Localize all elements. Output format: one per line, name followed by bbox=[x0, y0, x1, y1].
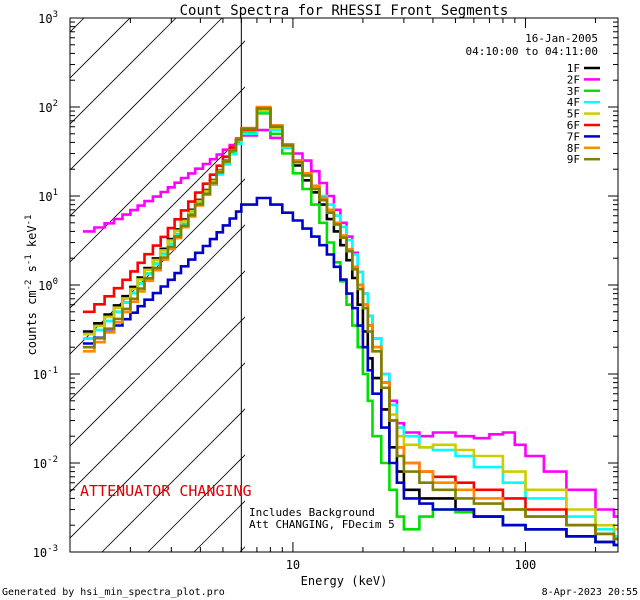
legend-label-4F: 4F bbox=[567, 96, 580, 109]
axes: 10-3 10-2 10-1 100 101 102 103 10 100 bbox=[33, 10, 618, 572]
y-tick-label: 102 bbox=[38, 99, 58, 115]
plot-frame bbox=[69, 17, 619, 553]
series-3F-line bbox=[82, 112, 618, 547]
chart-title: Count Spectra for RHESSI Front Segments bbox=[180, 3, 509, 19]
legend-label-7F: 7F bbox=[567, 130, 580, 143]
y-tick-label: 10-1 bbox=[33, 366, 58, 382]
series-7F-line bbox=[82, 196, 618, 547]
attenuator-status-note: Att CHANGING, FDecim 5 bbox=[249, 518, 395, 531]
series-layer bbox=[82, 105, 618, 547]
x-axis-label: Energy (keV) bbox=[301, 574, 388, 588]
hatch-line bbox=[70, 132, 245, 309]
hatch-line bbox=[70, 178, 245, 355]
date-label: 16-Jan-2005 bbox=[525, 32, 598, 45]
y-tick-label: 100 bbox=[38, 277, 58, 293]
series-8F-line bbox=[82, 105, 618, 541]
hatch-line bbox=[70, 362, 245, 539]
footer-generator: Generated by hsi_min_spectra_plot.pro bbox=[2, 587, 225, 598]
hatch-line bbox=[147, 454, 245, 552]
x-tick-label: 10 bbox=[286, 558, 300, 572]
hatch-line bbox=[101, 408, 245, 552]
series-1F-line bbox=[82, 107, 618, 547]
series-9F-line bbox=[82, 107, 618, 541]
hatch-line bbox=[70, 224, 245, 401]
y-axis-label: counts cm-2 s-1 keV-1 bbox=[24, 215, 39, 356]
series-2F-line bbox=[82, 128, 618, 518]
hatch-line bbox=[239, 546, 245, 552]
attenuator-changing-label: ATTENUATOR CHANGING bbox=[80, 482, 252, 500]
hatch-line bbox=[70, 18, 131, 79]
hatch-line bbox=[70, 86, 245, 263]
legend-label-8F: 8F bbox=[567, 142, 580, 155]
time-range-label: 04:10:00 to 04:11:00 bbox=[466, 45, 598, 58]
legend-label-6F: 6F bbox=[567, 119, 580, 132]
hatch-line bbox=[70, 40, 245, 217]
background-note: Includes Background bbox=[249, 506, 375, 519]
y-tick-label: 10-2 bbox=[33, 455, 58, 471]
y-tick-label: 101 bbox=[38, 188, 58, 204]
legend-label-3F: 3F bbox=[567, 85, 580, 98]
hatch-line bbox=[286, 18, 640, 552]
hatch-line bbox=[70, 270, 245, 447]
hatch-line bbox=[70, 18, 223, 171]
legend-label-1F: 1F bbox=[567, 62, 580, 75]
legend-label-9F: 9F bbox=[567, 153, 580, 166]
y-tick-label: 10-3 bbox=[33, 544, 58, 560]
legend-label-5F: 5F bbox=[567, 108, 580, 121]
legend-label-2F: 2F bbox=[567, 73, 580, 86]
hatch-line bbox=[70, 18, 177, 125]
x-tick-label: 100 bbox=[515, 558, 537, 572]
y-tick-label: 103 bbox=[38, 10, 58, 26]
footer-datetime: 8-Apr-2023 20:55 bbox=[542, 587, 638, 598]
hatch-line bbox=[70, 316, 245, 493]
